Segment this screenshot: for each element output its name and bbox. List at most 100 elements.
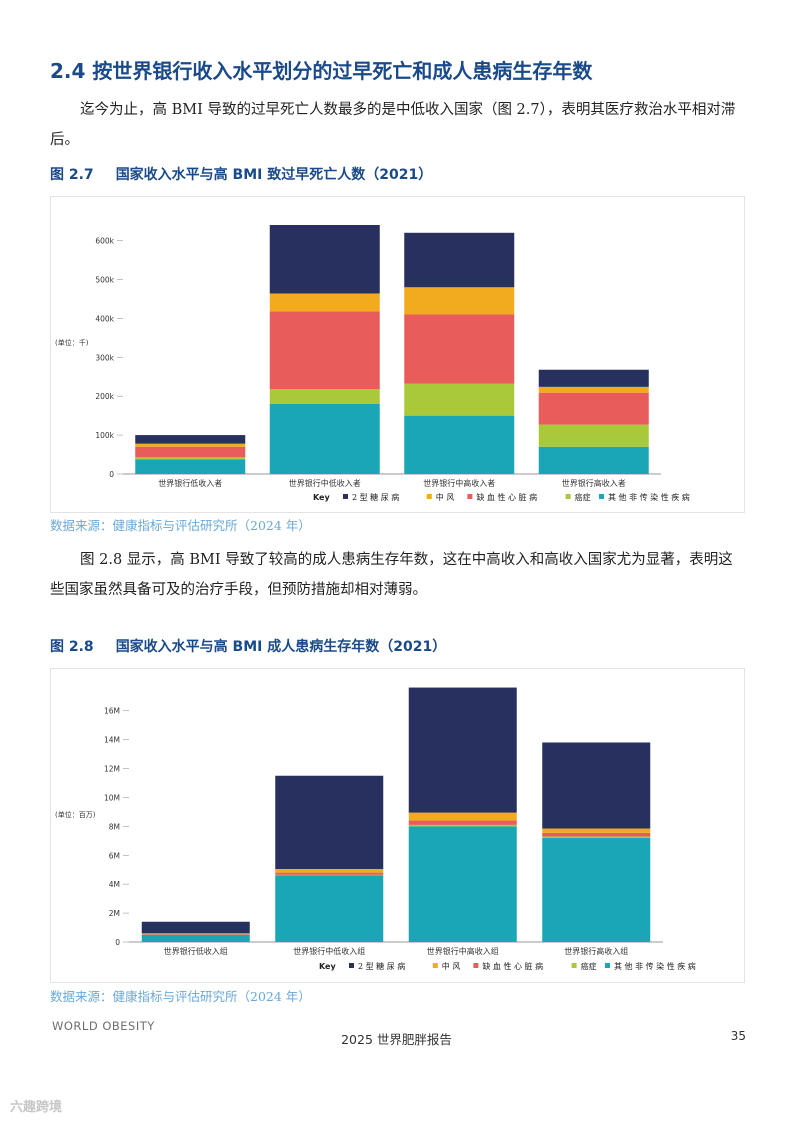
legend-swatch	[599, 494, 604, 499]
y-tick-label: 2M	[109, 909, 120, 918]
bar-segment	[404, 415, 515, 474]
bar-segment	[408, 826, 517, 942]
legend-label: 缺 血 性 心 脏 病	[482, 961, 543, 971]
y-tick-label: 300k	[95, 353, 114, 362]
bar-segment	[408, 824, 517, 827]
bar-segment	[542, 742, 651, 829]
bar-segment	[542, 836, 651, 838]
legend-label: 癌症	[581, 961, 597, 971]
bar-segment	[275, 868, 384, 873]
y-tick-label: 200k	[95, 392, 114, 401]
x-category-label: 世界银行中低收入组	[293, 946, 365, 956]
legend-swatch	[571, 963, 577, 968]
watermark: 六趣跨境	[10, 1100, 63, 1115]
figure-number: 图 2.8	[50, 639, 94, 655]
y-tick-label: 14M	[104, 736, 120, 745]
bar-segment	[275, 872, 384, 875]
legend-label: 中 风	[436, 492, 455, 502]
legend-swatch	[605, 963, 610, 968]
bar-segment	[538, 386, 649, 393]
legend-key: Key	[313, 493, 330, 502]
unit-label: (单位：千)	[55, 338, 89, 347]
x-category-label: 世界银行低收入组	[164, 946, 228, 956]
bar-segment	[141, 934, 250, 942]
bar-segment	[408, 820, 517, 825]
x-category-label: 世界银行低收入者	[158, 478, 222, 488]
y-tick-label: 12M	[104, 765, 120, 774]
legend-swatch	[473, 963, 479, 968]
legend-swatch	[349, 963, 354, 968]
page-number: 35	[730, 1029, 746, 1043]
legend-swatch	[343, 494, 348, 499]
legend-swatch	[426, 494, 432, 499]
figure-2-7-source: 数据来源：健康指标与评估研究所（2024 年）	[50, 518, 311, 533]
report-name: 2025 世界肥胖报告	[341, 1032, 452, 1047]
figure-caption: 国家收入水平与高 BMI 成人患病生存年数（2021）	[115, 639, 447, 655]
bar-segment	[408, 687, 517, 813]
bar-segment	[538, 369, 649, 387]
legend-label: 缺 血 性 心 脏 病	[476, 492, 537, 502]
legend-label: 其 他 非 传 染 性 疾 病	[614, 961, 696, 971]
legend-label: 中 风	[442, 961, 461, 971]
world-obesity-logo: WORLD OBESITY	[52, 1019, 155, 1033]
bar-segment	[275, 874, 384, 876]
bar-segment	[538, 446, 649, 474]
y-tick-label: 100k	[95, 431, 114, 440]
x-category-label: 世界银行高收入者	[562, 478, 626, 488]
bar-segment	[135, 446, 246, 458]
bar-segment	[141, 921, 250, 934]
bar-segment	[542, 828, 651, 833]
x-category-label: 世界银行高收入组	[564, 946, 628, 956]
bar-segment	[404, 232, 515, 288]
bar-segment	[404, 287, 515, 315]
bar-segment	[269, 389, 380, 404]
legend-label: 2 型 糖 尿 病	[358, 961, 405, 971]
figure-caption: 国家收入水平与高 BMI 致过早死亡人数（2021）	[115, 167, 433, 183]
chart-disability-years: (单位：百万) 0 2M 4M 6M 8M 10M 12M 14M 16M 世界银行低收入组 世界银行…	[50, 668, 745, 983]
chart-disability-years-svg: (单位：百万) 0 2M 4M 6M 8M 10M 12M 14M 16M 世界银行低收入组 世界银行…	[55, 687, 696, 971]
bar-segment	[542, 837, 651, 942]
y-tick-label: 400k	[95, 314, 114, 323]
y-tick-label: 6M	[109, 851, 120, 860]
bar-segment	[135, 459, 246, 474]
figure-2-8-title: 图 2.8 国家收入水平与高 BMI 成人患病生存年数（2021）	[50, 636, 446, 656]
y-tick-label: 600k	[95, 237, 114, 246]
bar-segment	[408, 812, 517, 821]
bar-segment	[404, 314, 515, 384]
bar-segment	[269, 311, 380, 390]
bar-segment	[275, 775, 384, 869]
bar-segment	[135, 457, 246, 460]
legend-label: 2 型 糖 尿 病	[352, 492, 399, 502]
legend-swatch	[565, 494, 571, 499]
x-category-label: 世界银行中高收入组	[427, 946, 499, 956]
figure-2-7-title: 图 2.7 国家收入水平与高 BMI 致过早死亡人数（2021）	[50, 164, 432, 184]
legend-swatch	[467, 494, 473, 499]
chart-premature-deaths: (单位：千) 0 100k 200k 300k 400k 500k 600k 世界银行低收入者 世…	[50, 196, 745, 513]
y-tick-label: 16M	[104, 707, 120, 716]
chart-premature-deaths-svg: (单位：千) 0 100k 200k 300k 400k 500k 600k 世界银行低收入者 世…	[55, 225, 690, 502]
figure-2-8-source: 数据来源：健康指标与评估研究所（2024 年）	[50, 989, 311, 1004]
section-title: 2.4 按世界银行收入水平划分的过早死亡和成人患病生存年数	[50, 59, 593, 83]
legend-swatch	[432, 963, 438, 968]
bar-segment	[538, 424, 649, 447]
bar-segment	[135, 435, 246, 444]
y-tick-label: 0	[115, 938, 120, 947]
y-tick-label: 4M	[109, 880, 120, 889]
bar-segment	[269, 293, 380, 312]
y-tick-label: 0	[109, 470, 114, 479]
legend-label: 其 他 非 传 染 性 疾 病	[608, 492, 690, 502]
y-tick-label: 500k	[95, 275, 114, 284]
x-category-label: 世界银行中低收入者	[289, 478, 361, 488]
x-category-label: 世界银行中高收入者	[423, 478, 495, 488]
bar-segment	[538, 392, 649, 425]
figure-number: 图 2.7	[50, 167, 94, 183]
bar-segment	[135, 443, 246, 447]
paragraph-figure-2-8: 图 2.8 显示，高 BMI 导致了较高的成人患病生存年数，这在中高收入和高收入…	[50, 552, 733, 598]
bar-segment	[542, 832, 651, 837]
y-tick-label: 10M	[104, 793, 120, 802]
y-tick-label: 8M	[109, 822, 120, 831]
bar-segment	[269, 403, 380, 474]
bar-segment	[275, 875, 384, 942]
bar-segment	[269, 225, 380, 294]
bar-segment	[404, 383, 515, 416]
